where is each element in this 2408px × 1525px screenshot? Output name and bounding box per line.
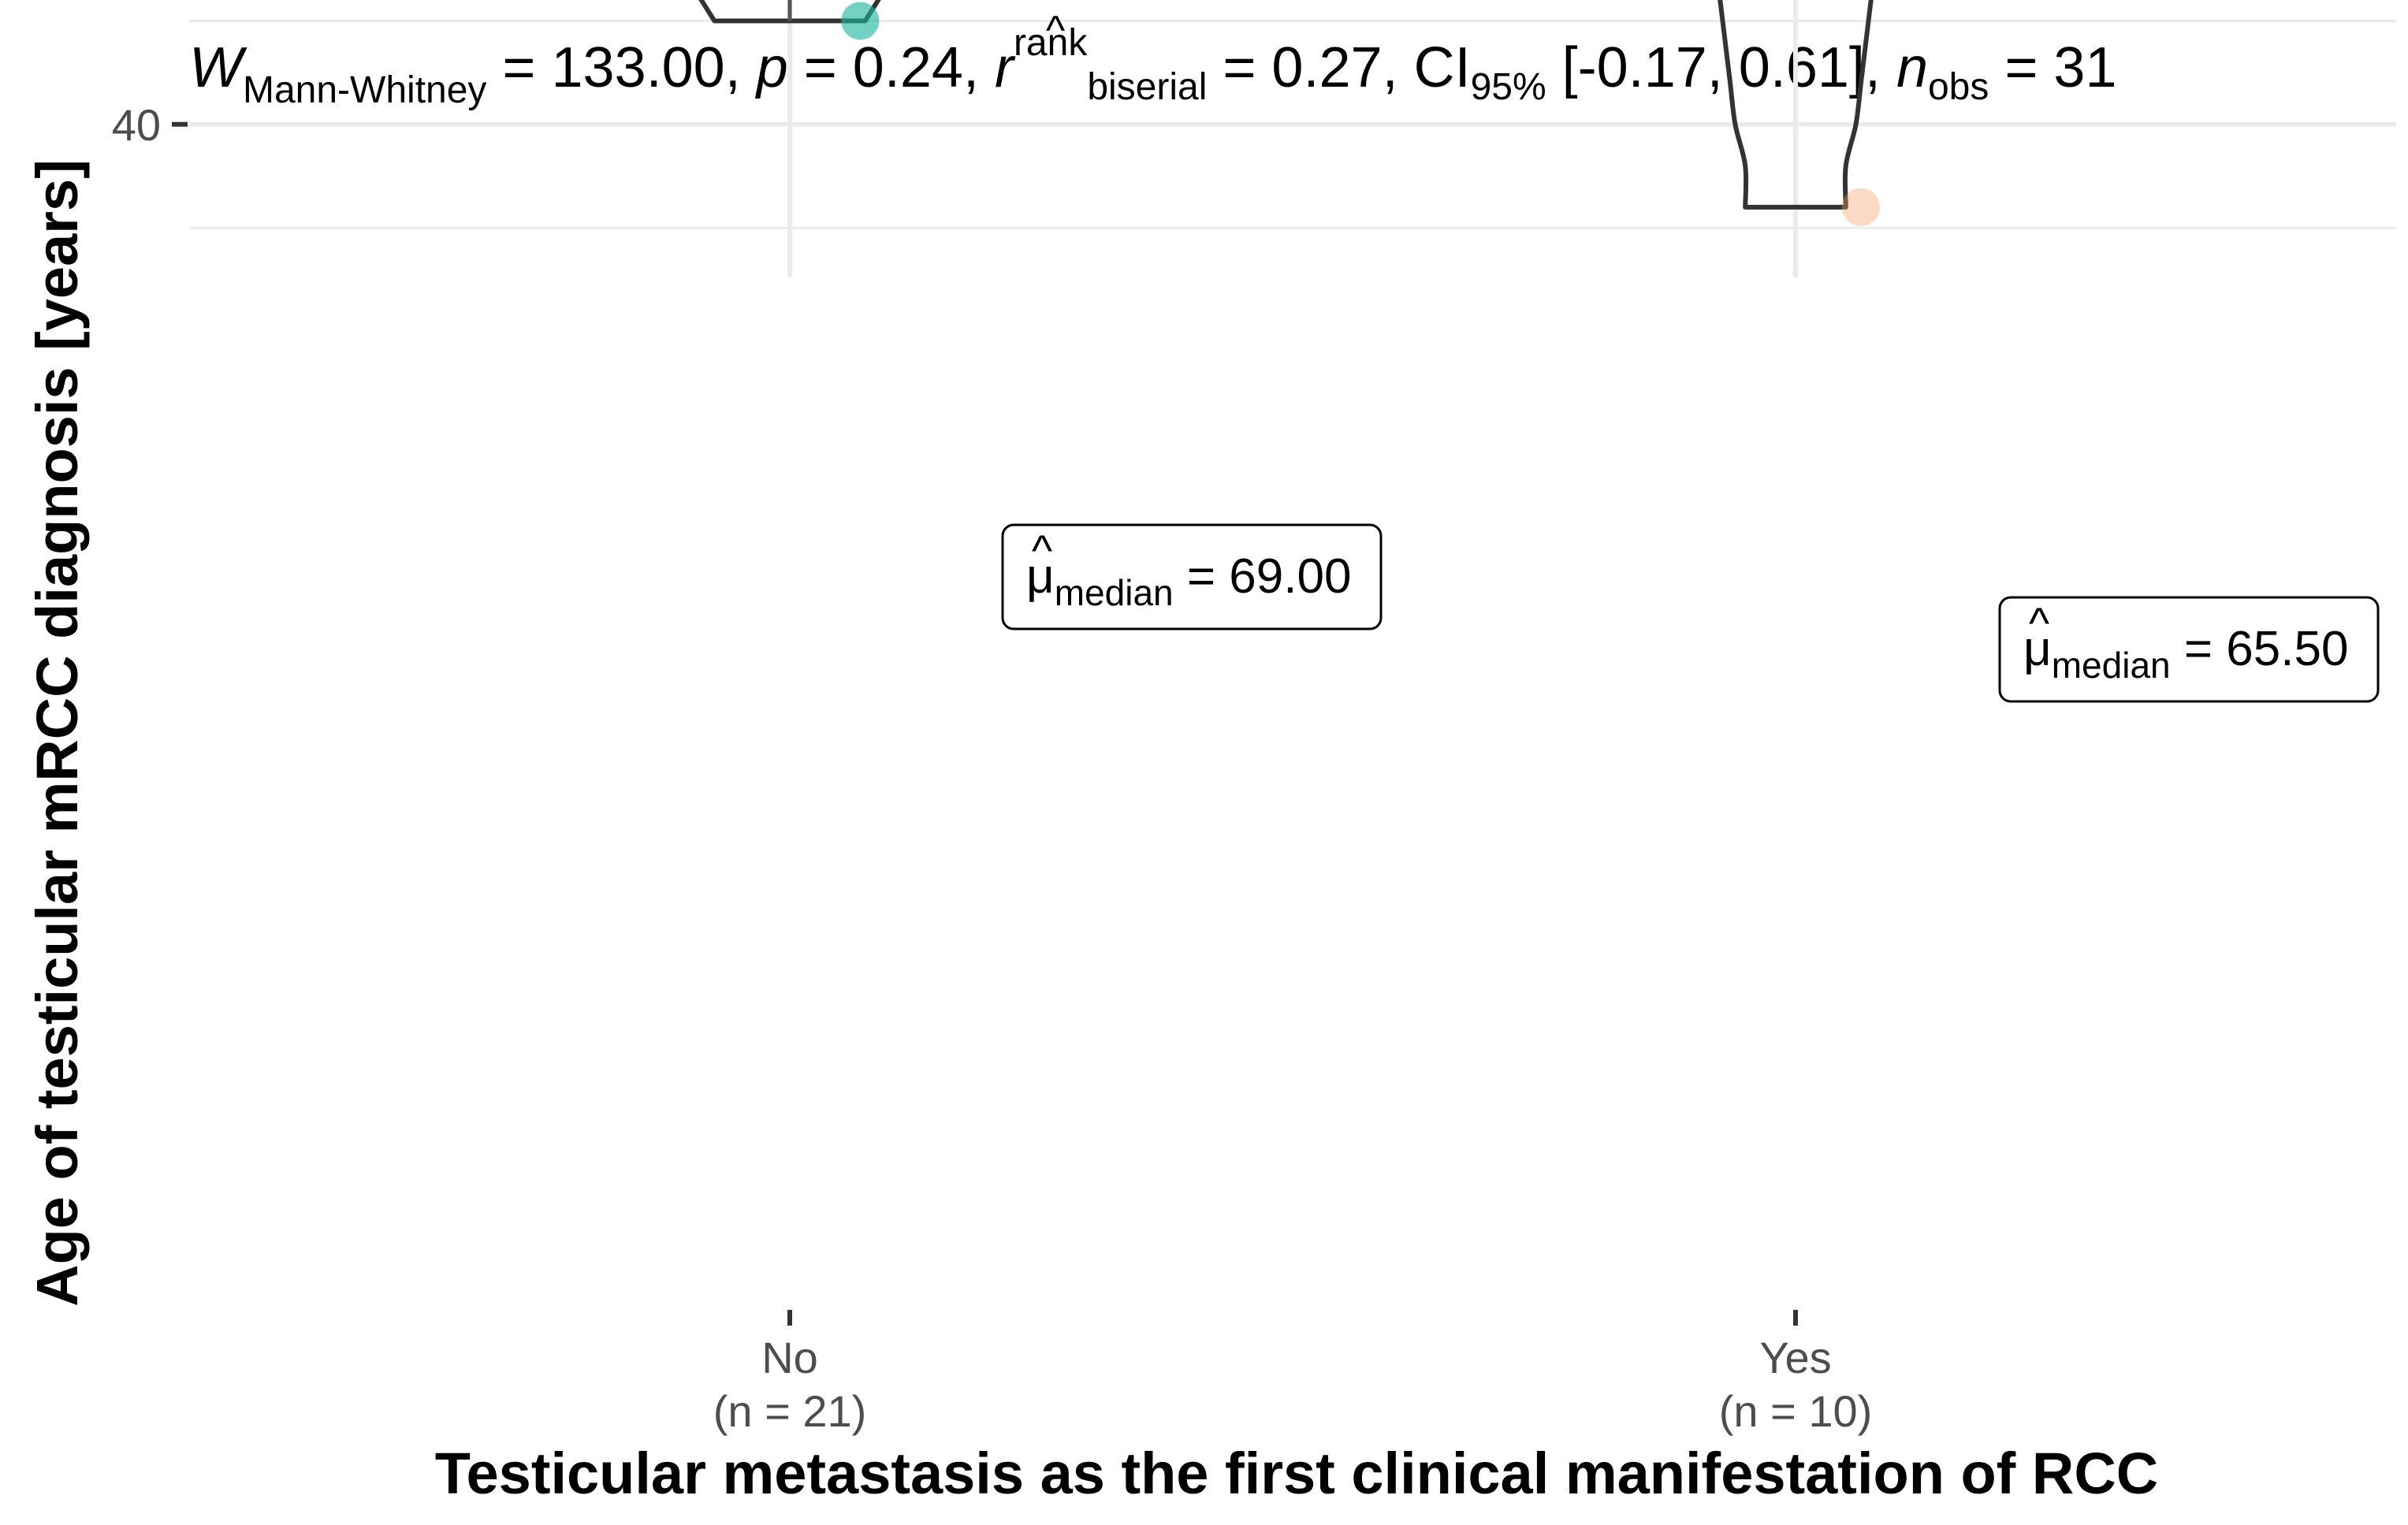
y-axis-title: Age of testicular mRCC diagnosis [years] xyxy=(24,159,90,1307)
median-label-hat: ^ xyxy=(2029,598,2049,648)
data-point xyxy=(841,2,880,40)
violins xyxy=(698,0,1874,210)
chart-title: WMann-Whitney = 133.00, p = 0.24, rrankb… xyxy=(189,22,2117,111)
x-tick-label: Yes xyxy=(1759,1333,1831,1382)
y-tick-label: 40 xyxy=(112,100,161,150)
median-label: μmedian = 65.50 xyxy=(2023,622,2348,686)
y-axis: 4050607080 xyxy=(112,100,188,150)
median-label: μmedian = 69.00 xyxy=(1026,549,1351,613)
data-points xyxy=(841,2,1880,226)
data-point xyxy=(1841,188,1880,226)
median-label-box xyxy=(1001,523,1383,630)
x-tick-count-label: (n = 10) xyxy=(1719,1386,1873,1436)
x-tick-count-label: (n = 21) xyxy=(713,1386,867,1436)
median-label-box xyxy=(1998,596,2380,703)
violin-yes xyxy=(1718,0,1874,210)
x-axis: No(n = 21) Yes(n = 10) xyxy=(713,1310,1873,1436)
median-label-hat: ^ xyxy=(1032,526,1052,575)
x-axis-title: Testicular metastasis as the first clini… xyxy=(435,1441,2158,1506)
title-r-hat: ^ xyxy=(1046,8,1066,54)
data-point xyxy=(841,2,880,40)
violin-no xyxy=(698,0,881,24)
median-markers: μmedian = 69.00^μmedian = 65.50^ xyxy=(1001,523,2380,703)
grid xyxy=(189,0,2396,277)
x-tick-label: No xyxy=(761,1333,818,1382)
